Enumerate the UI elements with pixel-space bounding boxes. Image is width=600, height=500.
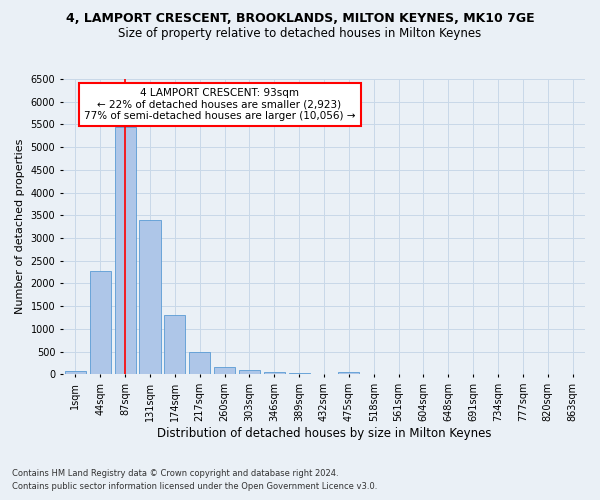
Bar [239,370,260,374]
Bar [289,373,310,374]
Bar [189,352,210,374]
Text: Size of property relative to detached houses in Milton Keynes: Size of property relative to detached ho… [118,28,482,40]
Text: Contains public sector information licensed under the Open Government Licence v3: Contains public sector information licen… [12,482,377,491]
Text: 4, LAMPORT CRESCENT, BROOKLANDS, MILTON KEYNES, MK10 7GE: 4, LAMPORT CRESCENT, BROOKLANDS, MILTON … [65,12,535,26]
Y-axis label: Number of detached properties: Number of detached properties [15,139,25,314]
X-axis label: Distribution of detached houses by size in Milton Keynes: Distribution of detached houses by size … [157,427,491,440]
Bar [139,220,161,374]
Bar [89,271,111,374]
Bar [263,372,285,374]
Bar [65,372,86,374]
Bar [214,367,235,374]
Bar [338,372,359,374]
Bar [115,126,136,374]
Text: Contains HM Land Registry data © Crown copyright and database right 2024.: Contains HM Land Registry data © Crown c… [12,468,338,477]
Bar [164,315,185,374]
Text: 4 LAMPORT CRESCENT: 93sqm
← 22% of detached houses are smaller (2,923)
77% of se: 4 LAMPORT CRESCENT: 93sqm ← 22% of detac… [84,88,355,121]
